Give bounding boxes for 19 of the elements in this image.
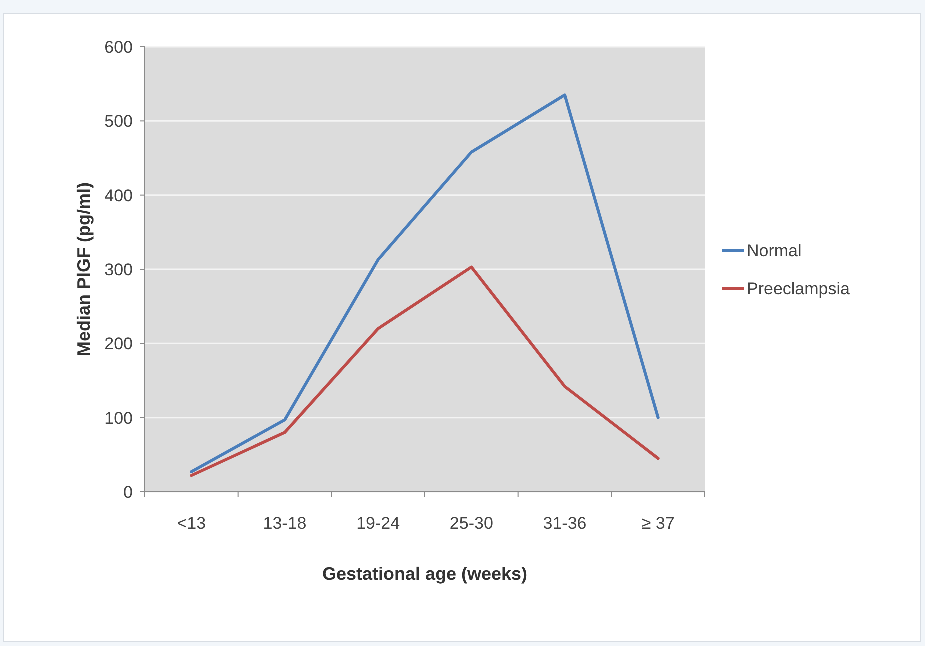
x-axis-title: Gestational age (weeks) — [322, 564, 528, 584]
y-tick-label: 0 — [124, 482, 133, 502]
line-series — [190, 266, 660, 478]
x-tick-label: ≥ 37 — [642, 514, 675, 533]
y-tick-label: 500 — [104, 112, 133, 132]
x-tick-label: 25-30 — [450, 514, 494, 533]
x-tick-label: 13-18 — [263, 514, 307, 533]
legend-label: Normal — [747, 241, 802, 260]
x-tick-label: 19-24 — [356, 514, 400, 533]
line-series — [190, 94, 660, 474]
y-tick-label: 100 — [104, 408, 133, 428]
y-axis-title: Median PlGF (pg/ml) — [74, 182, 94, 356]
x-tick-label: 31-36 — [543, 514, 587, 533]
y-tick-label: 400 — [104, 186, 133, 206]
y-tick-label: 600 — [104, 38, 133, 57]
y-tick-label: 200 — [104, 334, 133, 354]
y-tick-label: 300 — [104, 260, 133, 280]
legend-label: Preeclampsia — [747, 279, 851, 298]
x-tick-label: <13 — [177, 514, 206, 533]
